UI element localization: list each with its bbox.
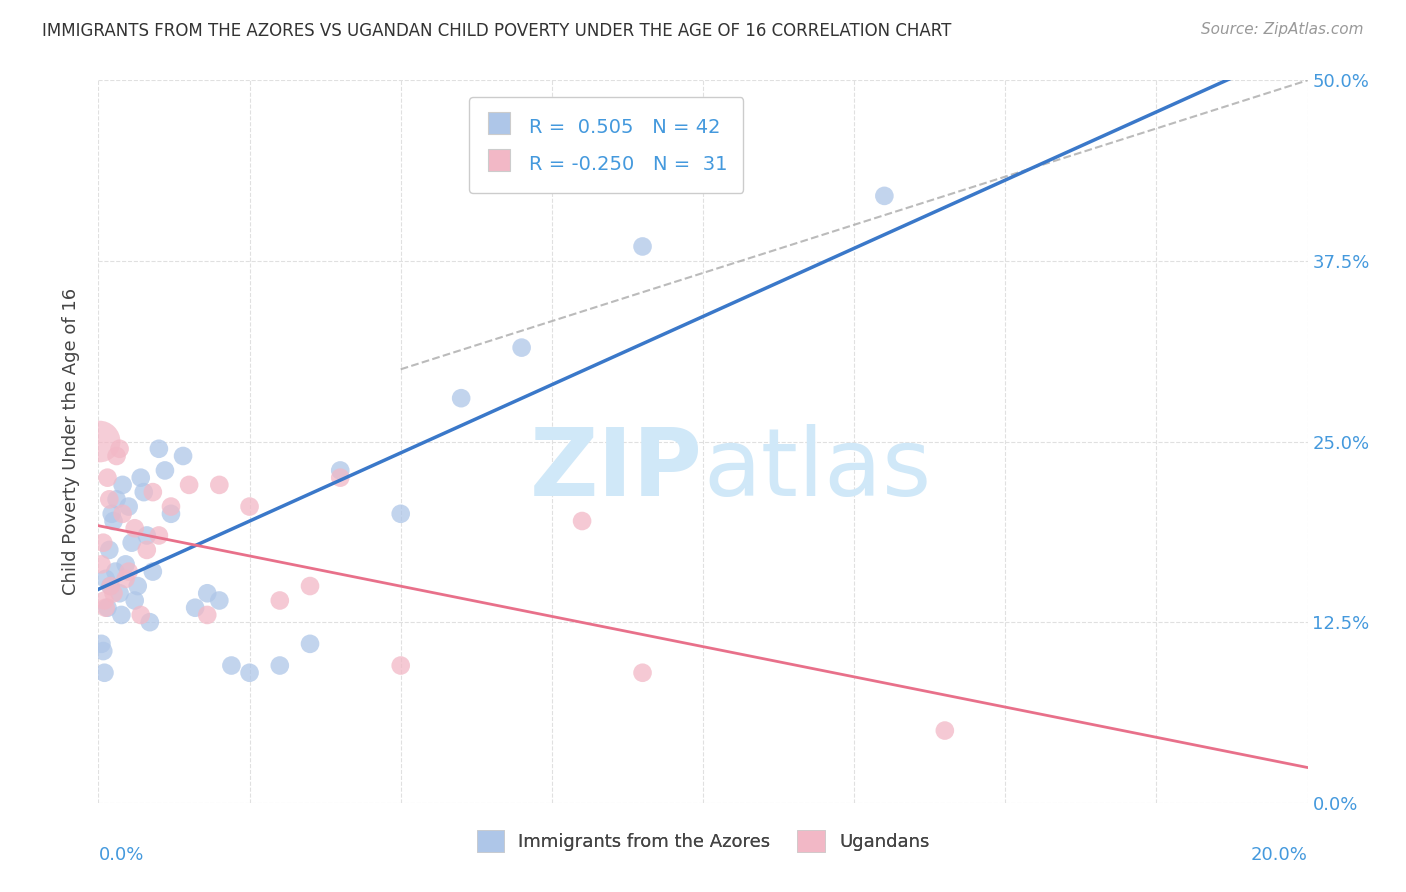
Point — [100, 579, 122, 593]
Point — [124, 593, 146, 607]
Point — [100, 507, 122, 521]
Point — [208, 593, 231, 607]
Point — [450, 391, 472, 405]
Y-axis label: Child Poverty Under the Age of 16: Child Poverty Under the Age of 16 — [62, 288, 80, 595]
Point — [94, 600, 117, 615]
Point — [93, 593, 115, 607]
Point — [195, 607, 218, 622]
Point — [114, 572, 136, 586]
Point — [389, 507, 412, 521]
Point — [90, 637, 112, 651]
Point — [96, 600, 118, 615]
Point — [98, 492, 121, 507]
Point — [142, 485, 165, 500]
Point — [269, 593, 291, 607]
Text: 0.0%: 0.0% — [98, 847, 143, 864]
Point — [160, 507, 183, 521]
Point — [221, 658, 243, 673]
Point — [299, 637, 322, 651]
Point — [111, 507, 134, 521]
Point — [110, 607, 132, 622]
Point — [108, 586, 131, 600]
Point — [239, 665, 262, 680]
Point — [89, 434, 111, 449]
Point — [172, 449, 194, 463]
Point — [195, 586, 218, 600]
Point — [329, 463, 352, 477]
Point — [934, 723, 956, 738]
Point — [129, 471, 152, 485]
Point — [142, 565, 165, 579]
Text: 20.0%: 20.0% — [1251, 847, 1308, 864]
Point — [108, 442, 131, 456]
Point — [103, 586, 125, 600]
Point — [269, 658, 291, 673]
Point — [103, 514, 125, 528]
Point — [631, 239, 654, 253]
Point — [132, 485, 155, 500]
Point — [121, 535, 143, 549]
Point — [118, 500, 141, 514]
Point — [118, 565, 141, 579]
Point — [510, 341, 533, 355]
Point — [96, 471, 118, 485]
Point — [90, 558, 112, 572]
Point — [93, 665, 115, 680]
Point — [571, 514, 593, 528]
Text: atlas: atlas — [703, 425, 931, 516]
Point — [873, 189, 896, 203]
Point — [91, 644, 114, 658]
Point — [299, 579, 322, 593]
Point — [124, 521, 146, 535]
Point — [100, 579, 122, 593]
Point — [329, 471, 352, 485]
Point — [105, 449, 128, 463]
Text: IMMIGRANTS FROM THE AZORES VS UGANDAN CHILD POVERTY UNDER THE AGE OF 16 CORRELAT: IMMIGRANTS FROM THE AZORES VS UGANDAN CH… — [42, 22, 952, 40]
Point — [111, 478, 134, 492]
Point — [98, 542, 121, 557]
Point — [91, 535, 114, 549]
Point — [104, 565, 127, 579]
Point — [160, 500, 183, 514]
Point — [153, 463, 176, 477]
Point — [389, 658, 412, 673]
Legend: Immigrants from the Azores, Ugandans: Immigrants from the Azores, Ugandans — [470, 822, 936, 859]
Point — [184, 600, 207, 615]
Text: Source: ZipAtlas.com: Source: ZipAtlas.com — [1201, 22, 1364, 37]
Point — [208, 478, 231, 492]
Point — [179, 478, 201, 492]
Point — [129, 607, 152, 622]
Point — [135, 542, 157, 557]
Point — [94, 572, 117, 586]
Point — [148, 528, 170, 542]
Point — [105, 492, 128, 507]
Point — [135, 528, 157, 542]
Point — [139, 615, 162, 630]
Point — [631, 665, 654, 680]
Point — [114, 558, 136, 572]
Text: ZIP: ZIP — [530, 425, 703, 516]
Point — [239, 500, 262, 514]
Point — [148, 442, 170, 456]
Point — [127, 579, 149, 593]
